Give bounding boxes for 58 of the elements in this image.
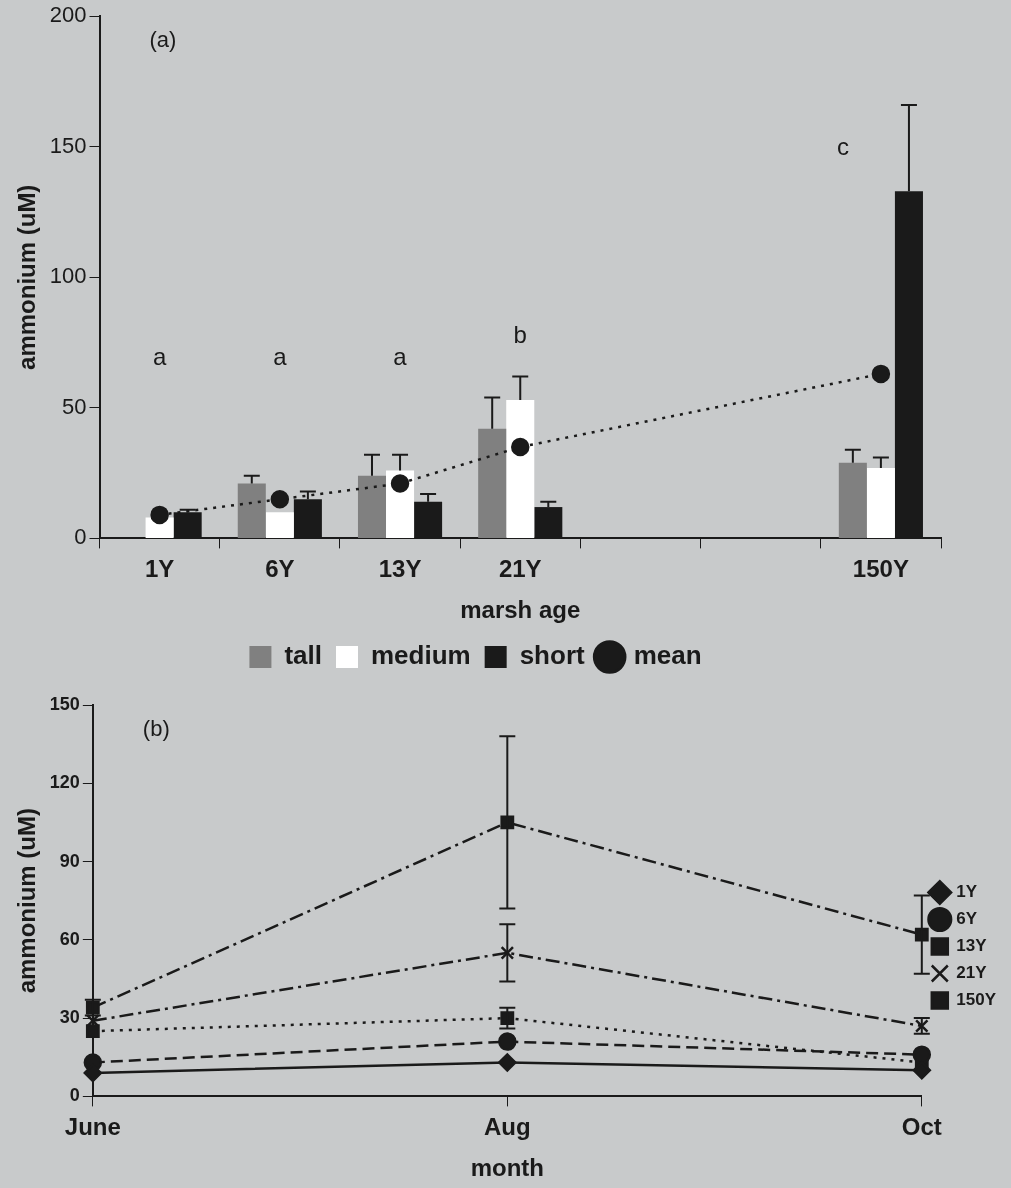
point (871, 364, 891, 384)
y-axis-title: ammonium (uM) (13, 808, 41, 994)
legend-label: mean (633, 640, 702, 671)
y-tick-label: 90 (59, 850, 80, 871)
bar (357, 475, 387, 538)
bar (866, 467, 895, 538)
x-tick-label: 13Y (378, 555, 422, 583)
y-tick-label: 150 (49, 132, 87, 158)
point (270, 489, 290, 509)
y-tick-label: 50 (62, 393, 87, 419)
point (914, 927, 929, 942)
x-axis-title: month (470, 1154, 544, 1182)
point (500, 945, 515, 960)
y-tick-label: 100 (49, 263, 87, 289)
x-axis-title: marsh age (460, 596, 581, 624)
bar (237, 483, 266, 538)
bar (478, 428, 507, 538)
y-tick-label: 150 (49, 693, 80, 714)
legend-label: 21Y (956, 963, 988, 983)
x-tick-label: 150Y (852, 555, 909, 583)
point (150, 505, 169, 525)
legend-label: short (519, 640, 586, 671)
point (511, 437, 530, 457)
point (500, 1011, 515, 1026)
annotation: (a) (149, 27, 177, 53)
annotation: a (152, 343, 167, 371)
x-tick-label: 21Y (498, 555, 542, 583)
bar (265, 512, 294, 538)
annotation: c (836, 133, 849, 161)
y-tick-label: 0 (69, 1085, 80, 1106)
annotation: b (513, 321, 527, 349)
y-axis-title: ammonium (uM) (13, 184, 41, 370)
x-tick-label: Aug (483, 1113, 531, 1141)
y-tick-label: 30 (59, 1007, 80, 1028)
y-tick-label: 60 (59, 928, 80, 949)
point (912, 1045, 932, 1064)
legend-label: tall (284, 640, 322, 671)
bar (506, 400, 535, 538)
y-tick-label: 0 (74, 524, 87, 550)
annotation: (b) (142, 716, 170, 742)
legend-label: 13Y (956, 936, 988, 956)
x-tick-label: 1Y (144, 555, 175, 583)
legend-label: 6Y (956, 909, 978, 929)
legend-label: 150Y (956, 990, 997, 1010)
x-tick-label: 6Y (265, 555, 295, 583)
x-tick-label: Oct (901, 1113, 942, 1141)
y-tick-label: 200 (49, 2, 87, 28)
annotation: a (273, 343, 288, 371)
y-tick-label: 120 (49, 772, 80, 793)
x-tick-label: June (64, 1113, 121, 1141)
legend-label: 1Y (956, 882, 978, 902)
point (498, 1053, 517, 1072)
point (390, 474, 410, 493)
point (85, 1024, 100, 1039)
annotation: a (393, 343, 408, 371)
bar (838, 462, 867, 538)
point (498, 1032, 517, 1051)
legend-label: medium (370, 640, 471, 671)
